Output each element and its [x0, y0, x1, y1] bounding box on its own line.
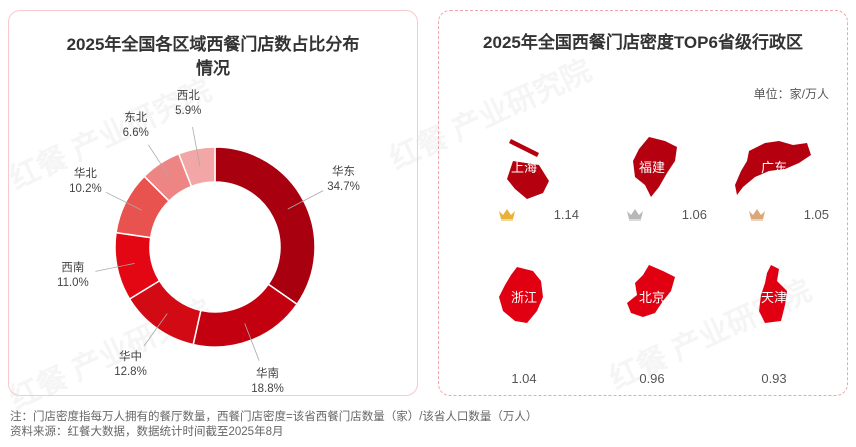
slice-value: 5.9% — [175, 105, 202, 118]
province-天津: 天津 0.93 — [719, 261, 829, 386]
slice-value: 34.7% — [327, 180, 360, 193]
note-text: 注：门店密度指每万人拥有的餐厅数量，西餐门店密度=该省西餐门店数量（家）/该省人… — [10, 411, 538, 423]
donut-chart — [95, 127, 324, 361]
province-浙江: 浙江 1.04 — [469, 261, 579, 386]
slice-label: 西南 11.0% — [57, 261, 89, 291]
slice-category: 西北 — [176, 90, 200, 103]
density-value: 1.05 — [803, 207, 829, 222]
chart-title: 2025年全国各区域西餐门店数占比分布 情况 — [9, 33, 417, 81]
leader-line — [148, 144, 171, 179]
panel-title: 2025年全国西餐门店密度TOP6省级行政区 — [483, 33, 803, 52]
density-value: 1.06 — [681, 207, 707, 222]
province-map-icon — [627, 265, 675, 317]
province-上海: 上海 1.14 — [469, 131, 579, 222]
slice-category: 华中 — [118, 350, 142, 363]
density-value: 1.04 — [511, 371, 537, 386]
unit-label: 单位：家/万人 — [753, 87, 829, 101]
slice-value: 12.8% — [114, 365, 147, 378]
province-广东: 广东 1.05 — [719, 131, 829, 222]
slice-value: 18.8% — [251, 383, 284, 396]
leader-line — [105, 191, 142, 211]
slice-category: 华东 — [332, 165, 356, 178]
density-panel: 2025年全国西餐门店密度TOP6省级行政区 单位：家/万人 上海 1.14 福建… — [438, 10, 848, 396]
province-name: 天津 — [760, 290, 787, 305]
leader-line — [143, 313, 168, 347]
leader-line — [192, 127, 201, 167]
silver-crown-icon — [627, 209, 644, 221]
leader-line — [287, 190, 324, 210]
donut-chart-panel: 2025年全国各区域西餐门店数占比分布 情况 华东 34.7% 华南 18.8% 华中 1… — [8, 10, 418, 396]
province-map-icon — [633, 137, 677, 197]
slice-label: 华中 12.8% — [114, 350, 147, 380]
gold-crown-icon — [499, 209, 516, 221]
donut-slice-华东 — [214, 146, 316, 306]
slice-label: 华南 18.8% — [251, 367, 284, 397]
footnotes: 注：门店密度指每万人拥有的餐厅数量，西餐门店密度=该省西餐门店数量（家）/该省人… — [10, 410, 537, 440]
province-map-icon — [499, 267, 543, 323]
donut-slice-华南 — [192, 283, 299, 348]
province-name: 上海 — [510, 160, 537, 175]
slice-value: 6.6% — [122, 126, 149, 139]
slice-category: 东北 — [124, 111, 148, 124]
province-map-icon — [735, 141, 811, 195]
slice-value: 11.0% — [57, 276, 89, 289]
donut-slice-西北 — [177, 146, 216, 188]
province-福建: 福建 1.06 — [597, 131, 707, 222]
bronze-crown-icon — [749, 209, 766, 221]
province-name: 北京 — [638, 290, 665, 305]
density-value: 0.93 — [761, 371, 787, 386]
source-text: 资料来源：红餐大数据，数据统计时间截至2025年8月 — [10, 426, 284, 438]
slice-label: 华东 34.7% — [327, 165, 360, 195]
slice-label: 华北 10.2% — [69, 167, 102, 197]
slice-category: 华北 — [73, 167, 97, 180]
slice-category: 西南 — [61, 261, 85, 274]
leader-line — [95, 262, 135, 272]
slice-category: 华南 — [256, 368, 280, 381]
province-name: 广东 — [760, 160, 787, 175]
province-name: 福建 — [638, 160, 665, 175]
density-value: 1.14 — [553, 207, 579, 222]
leader-line — [244, 323, 260, 361]
province-北京: 北京 0.96 — [597, 261, 707, 386]
province-map-icon — [759, 265, 787, 323]
province-map-icon — [507, 139, 549, 199]
slice-value: 10.2% — [69, 182, 102, 195]
slice-label: 西北 5.9% — [175, 89, 201, 119]
province-name: 浙江 — [510, 290, 537, 305]
chart-title-line: 2025年全国各区域西餐门店数占比分布 — [66, 35, 360, 54]
slice-label: 东北 6.6% — [123, 111, 149, 141]
chart-title-line: 情况 — [196, 59, 230, 78]
density-value: 0.96 — [639, 371, 665, 386]
